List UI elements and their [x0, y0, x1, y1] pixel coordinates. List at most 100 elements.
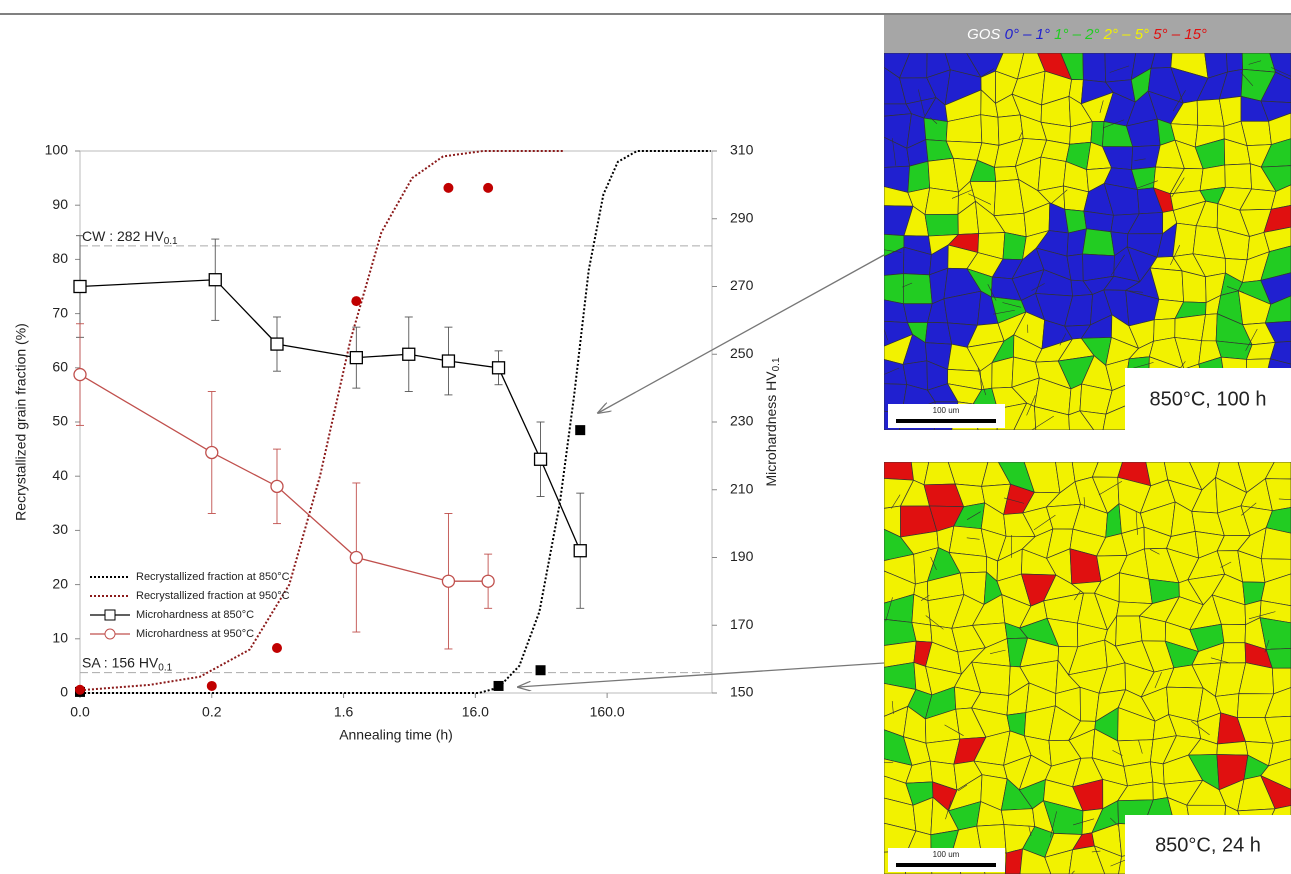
y-tick-label: 70 [52, 304, 68, 320]
y2-tick-label: 150 [730, 684, 754, 700]
y-tick-label: 100 [45, 142, 69, 158]
grain [1001, 809, 1034, 827]
x-tick-label: 160.0 [590, 704, 625, 720]
grain [1226, 53, 1242, 72]
gos-range: 5° – 15° [1153, 26, 1207, 43]
y2-axis-title-main: Microhardness HV [763, 371, 779, 487]
x-tick-label: 0.2 [202, 704, 222, 720]
y-tick-label: 80 [52, 250, 68, 266]
series-line [80, 280, 580, 551]
marker [482, 575, 494, 587]
grain [925, 322, 951, 344]
grain [1083, 53, 1106, 82]
gos-range: 1° – 2° [1054, 26, 1099, 43]
grain [1200, 165, 1225, 191]
panel-caption: 850°C, 100 h [1150, 388, 1267, 410]
grain [981, 115, 999, 146]
y-tick-label: 50 [52, 413, 68, 429]
marker [207, 681, 217, 691]
y2-tick-label: 290 [730, 209, 754, 225]
marker [494, 681, 504, 691]
y-tick-label: 90 [52, 196, 68, 212]
grain [1217, 741, 1248, 755]
grain [1105, 53, 1136, 82]
grain [1124, 762, 1153, 786]
marker [442, 575, 454, 587]
grain [925, 214, 958, 236]
marker [209, 274, 221, 286]
marker [442, 355, 454, 367]
grain [1083, 229, 1115, 256]
y2-tick-label: 270 [730, 277, 754, 293]
y-tick-label: 30 [52, 521, 68, 537]
scale-bar [896, 863, 996, 867]
x-tick-label: 0.0 [70, 704, 90, 720]
scale-bar [896, 419, 996, 423]
grain [903, 274, 932, 304]
gos-range: 0° – 1° [1005, 26, 1050, 43]
grain [1221, 624, 1245, 642]
x-tick-label: 16.0 [462, 704, 489, 720]
grain [924, 118, 947, 141]
grain [1261, 528, 1291, 560]
scale-label: 100 um [933, 850, 960, 859]
y2-tick-label: 230 [730, 413, 754, 429]
y-axis-title: Recrystallized grain fraction (%) [13, 323, 29, 521]
reference-label-sub: 0.1 [158, 662, 172, 673]
marker [206, 446, 218, 458]
grain [1038, 157, 1066, 191]
figure: GOS 0° – 1° 1° – 2° 2° – 5° 5° – 15° 010… [0, 0, 1291, 874]
y2-tick-label: 210 [730, 480, 754, 496]
reference-label: SA : 156 HV0.1 [82, 654, 173, 673]
y2-tick-label: 250 [730, 345, 754, 361]
marker [575, 425, 585, 435]
grain [1221, 643, 1246, 663]
y2-axis-title: Microhardness HV0.1 [763, 357, 782, 486]
grain [908, 161, 930, 192]
plot-layer: 0102030405060708090100150170190210230250… [13, 53, 1291, 874]
gos-label: GOS [967, 26, 1000, 43]
grain [992, 357, 1014, 388]
marker [493, 362, 505, 374]
arrow [518, 663, 884, 687]
y-tick-label: 20 [52, 575, 68, 591]
marker [535, 453, 547, 465]
marker [74, 369, 86, 381]
legend-marker [105, 610, 115, 620]
marker [403, 348, 415, 360]
marker [75, 685, 85, 695]
marker [271, 480, 283, 492]
y2-tick-label: 170 [730, 616, 754, 632]
legend-label: Recrystallized fraction at 850°C [136, 571, 290, 583]
marker [351, 296, 361, 306]
reference-label-main: SA : 156 HV [82, 654, 159, 670]
grain [925, 188, 959, 215]
scale-label: 100 um [933, 406, 960, 415]
y2-tick-label: 190 [730, 548, 754, 564]
grain [884, 274, 903, 304]
grain [884, 462, 914, 480]
legend-label: Recrystallized fraction at 950°C [136, 590, 290, 602]
reference-label-sub: 0.1 [164, 235, 178, 246]
gos-legend: GOS 0° – 1° 1° – 2° 2° – 5° 5° – 15° [967, 26, 1207, 43]
y2-tick-label: 310 [730, 142, 754, 158]
grain [1151, 53, 1172, 68]
marker [350, 352, 362, 364]
x-tick-label: 1.6 [334, 704, 354, 720]
ebsd-map [881, 462, 1291, 874]
grain [1225, 164, 1252, 189]
marker [574, 545, 586, 557]
y-tick-label: 40 [52, 467, 68, 483]
y2-axis-title-sub: 0.1 [771, 357, 782, 371]
y-tick-label: 60 [52, 359, 68, 375]
marker [272, 643, 282, 653]
grain [949, 526, 986, 556]
panel-caption: 850°C, 24 h [1155, 834, 1261, 856]
marker [483, 183, 493, 193]
marker [350, 552, 362, 564]
y-tick-label: 10 [52, 630, 68, 646]
grain [1175, 315, 1206, 341]
series-line [80, 375, 488, 582]
gos-range: 2° – 5° [1103, 26, 1149, 43]
marker [443, 183, 453, 193]
